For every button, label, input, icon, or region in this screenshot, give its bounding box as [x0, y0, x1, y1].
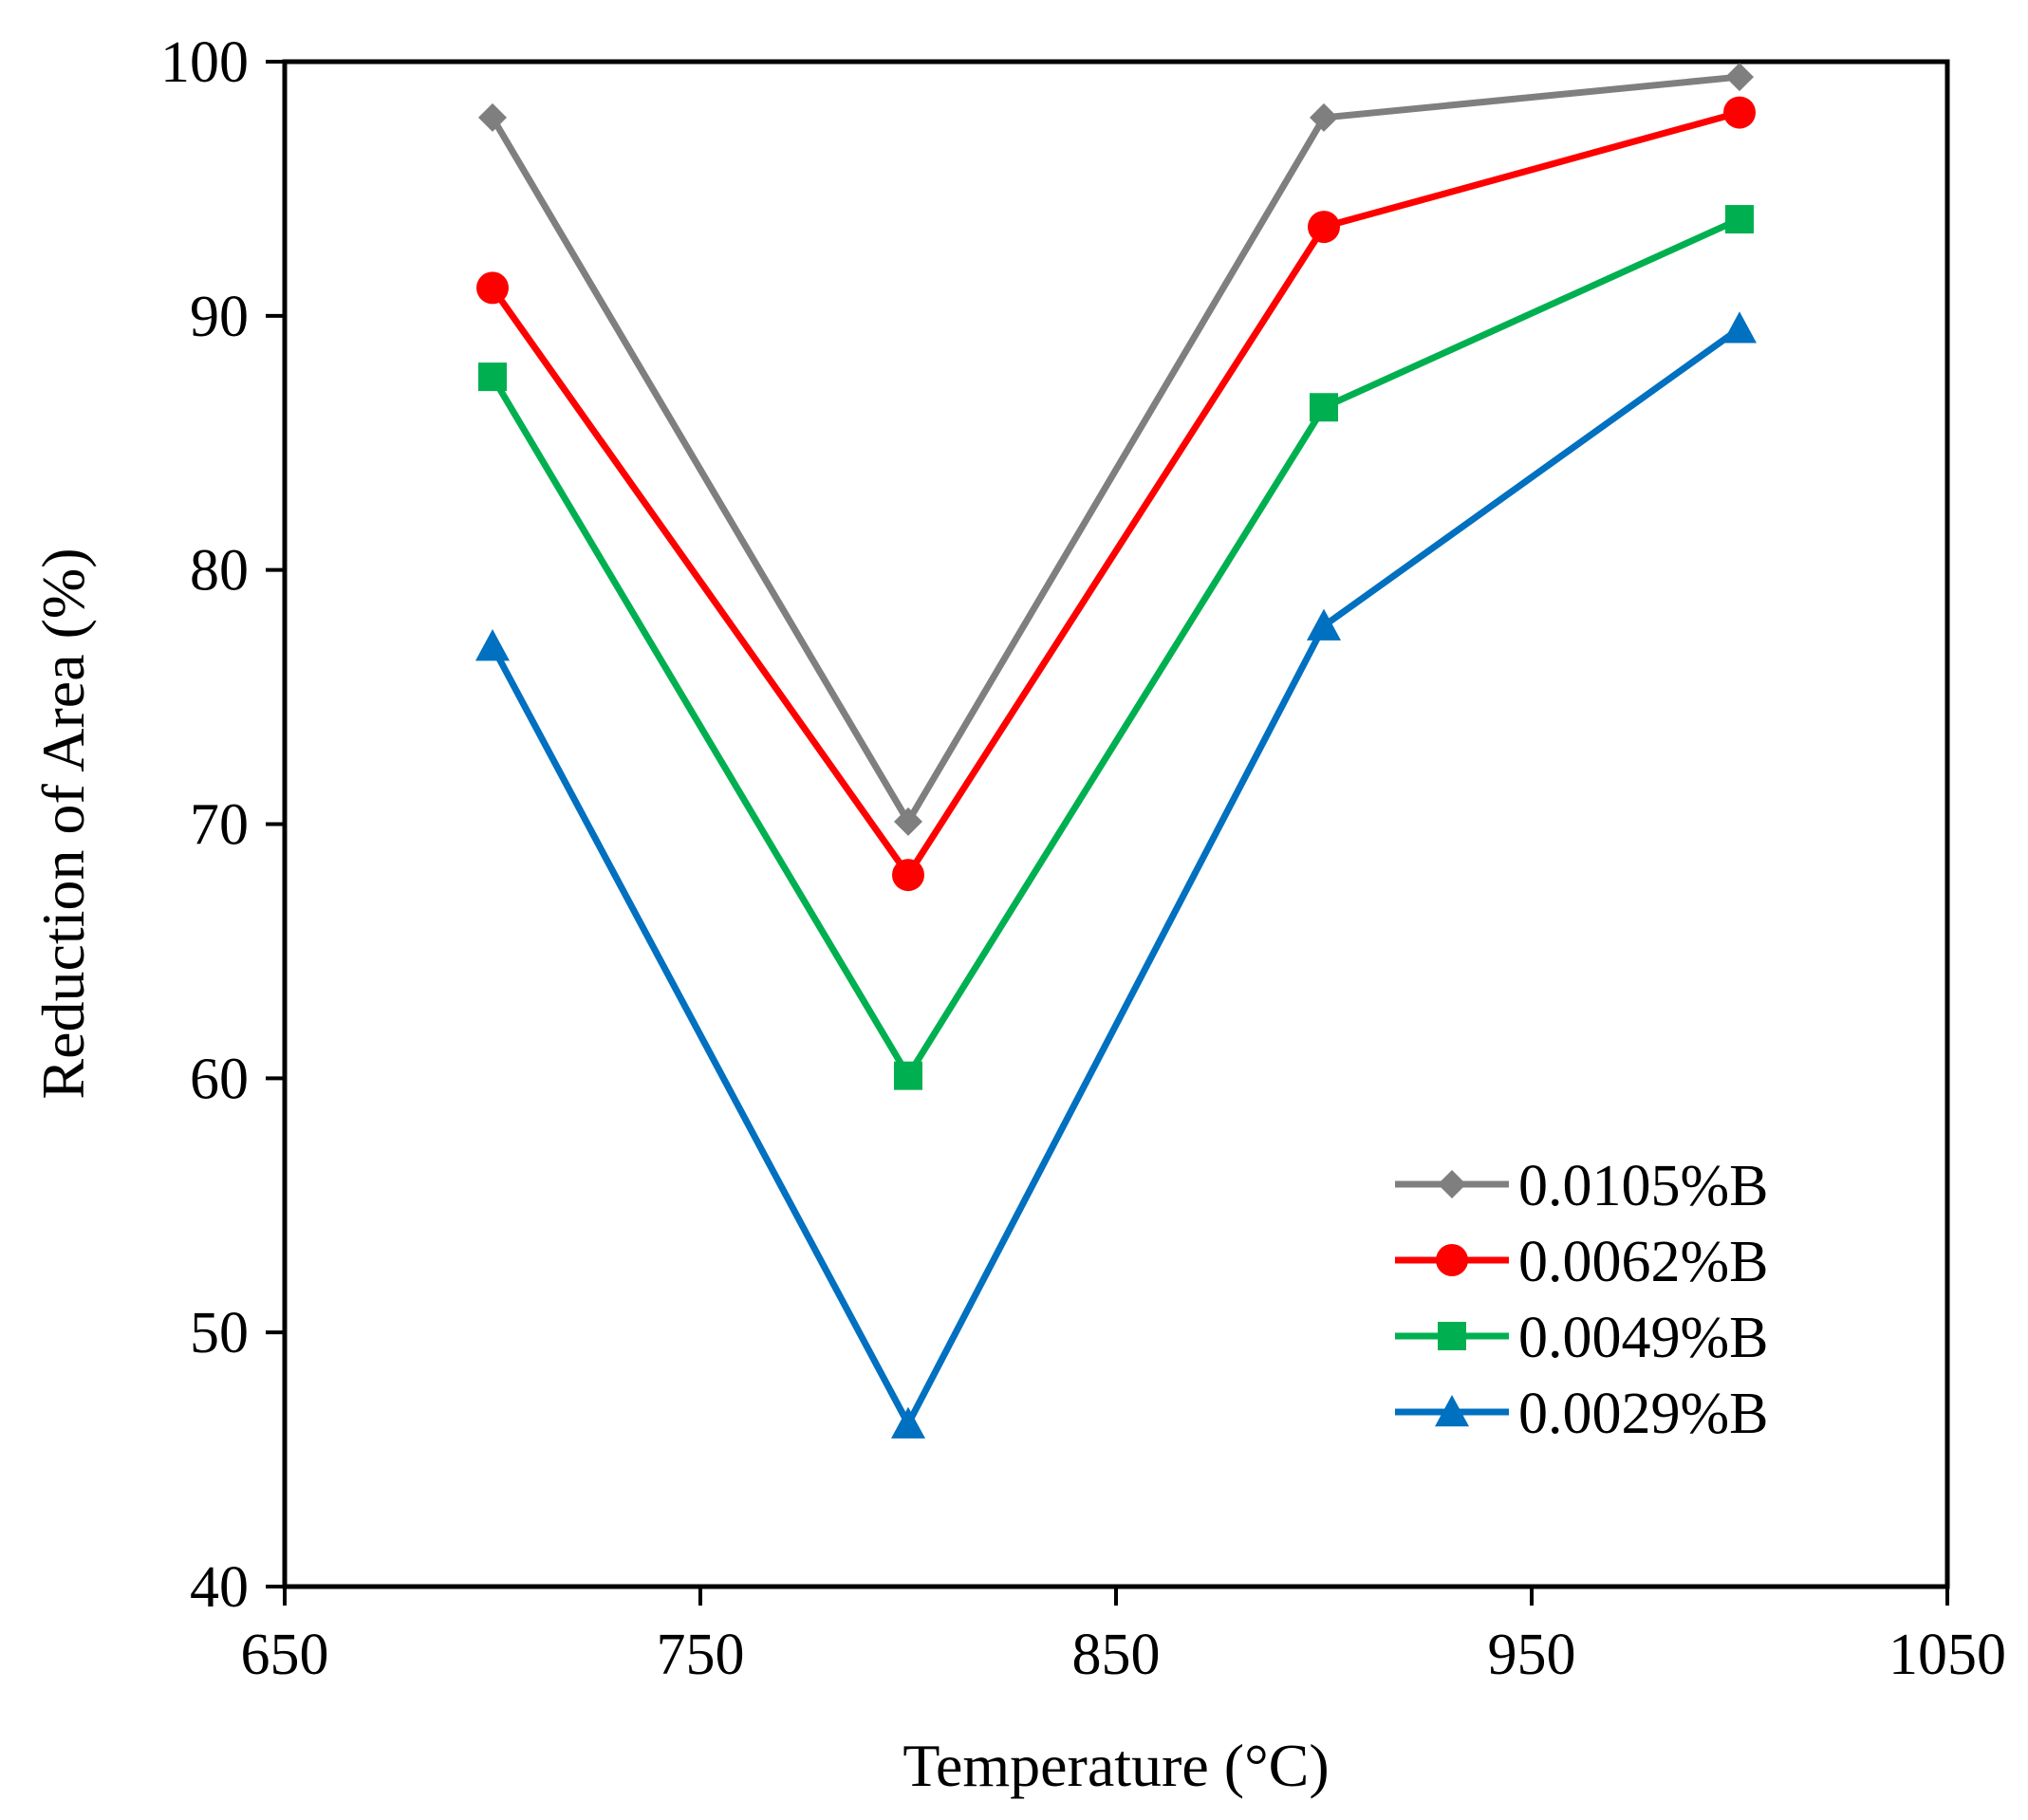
series-0.0062%B [476, 96, 1756, 892]
series-layer [475, 63, 1757, 1439]
x-tick-label: 750 [657, 1623, 745, 1687]
legend: 0.0105%B 0.0062%B 0.0049%B 0.0029%B [1395, 1154, 1769, 1446]
legend-label: 0.0105%B [1518, 1154, 1769, 1218]
series-0.0105%B [478, 63, 1754, 836]
y-tick-label: 80 [190, 539, 249, 604]
legend-marker [1435, 1395, 1469, 1427]
data-point [1307, 608, 1341, 641]
x-axis-ticks: 650 750 850 950 1050 [241, 1587, 2006, 1687]
data-point [478, 102, 507, 132]
series-line [489, 325, 1742, 1432]
y-tick-label: 40 [190, 1555, 249, 1620]
legend-label: 0.0029%B [1518, 1382, 1769, 1446]
data-point [894, 1061, 922, 1090]
legend-entry: 0.0029%B [1395, 1382, 1769, 1446]
legend-entry: 0.0105%B [1395, 1154, 1769, 1218]
y-tick-label: 100 [160, 30, 249, 95]
x-tick-label: 650 [241, 1623, 329, 1687]
data-point [1722, 311, 1757, 344]
y-tick-label: 50 [190, 1301, 249, 1365]
series-0.0049%B [478, 205, 1754, 1090]
data-point [894, 807, 922, 836]
y-tick-label: 70 [190, 793, 249, 858]
x-tick-label: 850 [1072, 1623, 1161, 1687]
series-line [490, 109, 1740, 882]
series-0.0029%B [475, 311, 1757, 1439]
legend-marker [1436, 1244, 1468, 1276]
data-point [478, 362, 507, 392]
series-line [489, 73, 1740, 828]
legend-entry: 0.0062%B [1395, 1230, 1769, 1294]
legend-label: 0.0049%B [1518, 1306, 1769, 1370]
x-tick-label: 1050 [1888, 1623, 2006, 1687]
y-axis-title: Reduction of Area (%) [29, 548, 97, 1099]
legend-marker [1438, 1170, 1466, 1198]
data-point [1725, 63, 1754, 92]
data-point [476, 271, 509, 305]
series-line [489, 215, 1741, 1083]
data-point [1310, 393, 1338, 422]
y-tick-label: 90 [190, 285, 249, 349]
data-point [475, 629, 510, 661]
legend-marker [1438, 1322, 1466, 1350]
legend-entry: 0.0049%B [1395, 1306, 1769, 1370]
x-axis-title: Temperature (°C) [902, 1732, 1329, 1799]
data-point [892, 859, 924, 892]
data-point [1723, 96, 1756, 129]
x-tick-label: 950 [1488, 1623, 1576, 1687]
data-point [891, 1406, 925, 1439]
data-point [1308, 211, 1340, 244]
legend-label: 0.0062%B [1518, 1230, 1769, 1294]
data-point [1310, 102, 1338, 132]
y-tick-label: 60 [190, 1047, 249, 1111]
data-point [1725, 205, 1754, 234]
y-axis-ticks: 40 50 60 70 80 90 100 [160, 30, 285, 1620]
